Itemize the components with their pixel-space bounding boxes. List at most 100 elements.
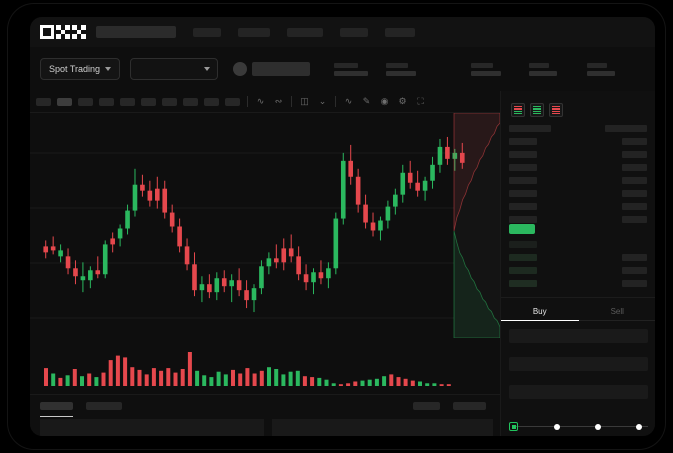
bottom-action-2[interactable] — [453, 402, 486, 410]
candle-body — [363, 204, 368, 223]
volume-bar — [115, 355, 120, 386]
market-stat-volume — [529, 62, 558, 76]
timeframe-button-6[interactable] — [141, 97, 156, 106]
price-field[interactable] — [509, 357, 648, 371]
orderbook-header-price — [605, 125, 647, 132]
candle-body — [50, 246, 56, 251]
camera-icon[interactable]: ◉ — [380, 96, 389, 106]
volume-bar — [72, 369, 77, 386]
timeframe-button-9[interactable] — [204, 97, 219, 106]
candle-body — [326, 268, 331, 279]
timeframe-button-3[interactable] — [78, 97, 93, 106]
order-type-field[interactable] — [509, 329, 648, 343]
timeframe-button-10[interactable] — [225, 97, 240, 106]
orderbook-bid-row[interactable] — [509, 280, 537, 287]
candle-series — [43, 136, 465, 313]
orderbook-bid-row[interactable] — [509, 254, 537, 261]
candle-body — [318, 272, 324, 279]
orderbook-ask-row[interactable] — [509, 216, 537, 223]
nav-item-2[interactable] — [238, 27, 270, 37]
fullscreen-icon[interactable]: ⛶ — [417, 96, 424, 106]
volume-bar — [403, 378, 408, 386]
search-input[interactable] — [96, 26, 176, 38]
okx-logo-icon[interactable] — [40, 25, 86, 39]
volume-bar — [446, 384, 451, 386]
volume-bar — [267, 367, 271, 386]
volume-bar — [44, 368, 48, 386]
bottom-action-1[interactable] — [413, 402, 440, 410]
orderbook-ask-price — [622, 216, 647, 223]
bottom-tab-open-orders[interactable] — [40, 402, 73, 417]
order-form-tabs: Buy Sell — [501, 297, 655, 321]
orderbook-ask-price — [622, 177, 647, 184]
settings-gear-icon[interactable]: ⚙ — [398, 96, 407, 106]
candle-body — [110, 238, 115, 245]
candle-body — [73, 268, 78, 277]
orderbook-ask-price — [622, 151, 647, 158]
candle-body — [162, 188, 168, 213]
tab-sell[interactable]: Sell — [578, 297, 655, 321]
candle-body — [281, 248, 287, 263]
orderbook-bid-price — [622, 254, 647, 261]
chevron-down-icon — [204, 67, 211, 71]
orderbook-ask-row[interactable] — [509, 203, 537, 210]
compare-icon[interactable]: ◫ — [300, 96, 309, 106]
timeframe-button-5[interactable] — [120, 97, 135, 106]
orderbook-mode-bids-icon[interactable] — [530, 103, 544, 117]
orderbook-ask-row[interactable] — [509, 190, 537, 197]
orderbook-bid-row[interactable] — [509, 241, 537, 248]
candle-wick — [275, 244, 277, 269]
nav-item-3[interactable] — [287, 27, 323, 37]
indicators-icon[interactable]: ∾ — [274, 96, 283, 106]
timeframe-button-1[interactable] — [36, 97, 51, 106]
pair-name-label — [252, 62, 311, 76]
candlestick-chart-canvas — [30, 113, 500, 338]
timeframe-button-8[interactable] — [183, 97, 198, 106]
slider-dot-50[interactable] — [595, 423, 601, 430]
orders-table-block-left — [40, 419, 264, 436]
nav-item-5[interactable] — [385, 27, 415, 37]
orderbook-mode-both-icon[interactable] — [511, 103, 525, 117]
orderbook-last-price — [509, 224, 535, 234]
slider-dot-75[interactable] — [636, 423, 642, 430]
amount-percentage-slider[interactable] — [509, 422, 648, 432]
orderbook-ask-row[interactable] — [509, 151, 537, 158]
volume-bar — [259, 370, 264, 386]
orderbook-ask-row[interactable] — [509, 164, 537, 171]
timeframe-button-7[interactable] — [162, 97, 177, 106]
volume-bar — [425, 383, 430, 386]
slider-dot-25[interactable] — [554, 423, 560, 430]
volume-bar — [195, 370, 200, 386]
slider-start-handle[interactable] — [509, 422, 518, 431]
candle-body — [95, 270, 101, 275]
stat-label — [386, 62, 409, 68]
bottom-tab-order-history[interactable] — [86, 402, 122, 410]
trading-mode-selector[interactable]: Spot Trading — [40, 58, 121, 80]
orderbook-bid-row[interactable] — [509, 267, 537, 274]
chevron-down-icon — [105, 67, 112, 71]
tab-buy[interactable]: Buy — [501, 297, 579, 321]
candle-wick — [97, 256, 99, 279]
nav-item-1[interactable] — [193, 27, 221, 37]
stat-value — [334, 70, 369, 76]
trading-pair-dropdown[interactable] — [130, 58, 219, 80]
timeframe-button-4[interactable] — [99, 97, 114, 106]
candlestick-chart[interactable] — [30, 113, 500, 338]
chevron-down-icon[interactable]: ⌄ — [318, 96, 327, 106]
depth-bids-area — [453, 230, 500, 338]
orderbook-mode-asks-icon[interactable] — [549, 103, 563, 117]
draw-pencil-icon[interactable]: ✎ — [362, 96, 371, 106]
nav-item-4[interactable] — [340, 27, 368, 37]
amount-field[interactable] — [509, 385, 648, 399]
candle-body — [177, 226, 182, 247]
candle-body — [132, 184, 138, 211]
volume-bar — [288, 371, 293, 386]
volume-bar — [51, 373, 56, 386]
orderbook-ask-row[interactable] — [509, 177, 537, 184]
candle-body — [88, 270, 93, 281]
candle-body — [452, 152, 458, 159]
timeframe-button-2[interactable] — [57, 97, 72, 106]
line-chart-icon[interactable]: ∿ — [344, 96, 353, 106]
candlestick-chart-icon[interactable]: ∿ — [256, 96, 265, 106]
orderbook-ask-row[interactable] — [509, 138, 537, 145]
